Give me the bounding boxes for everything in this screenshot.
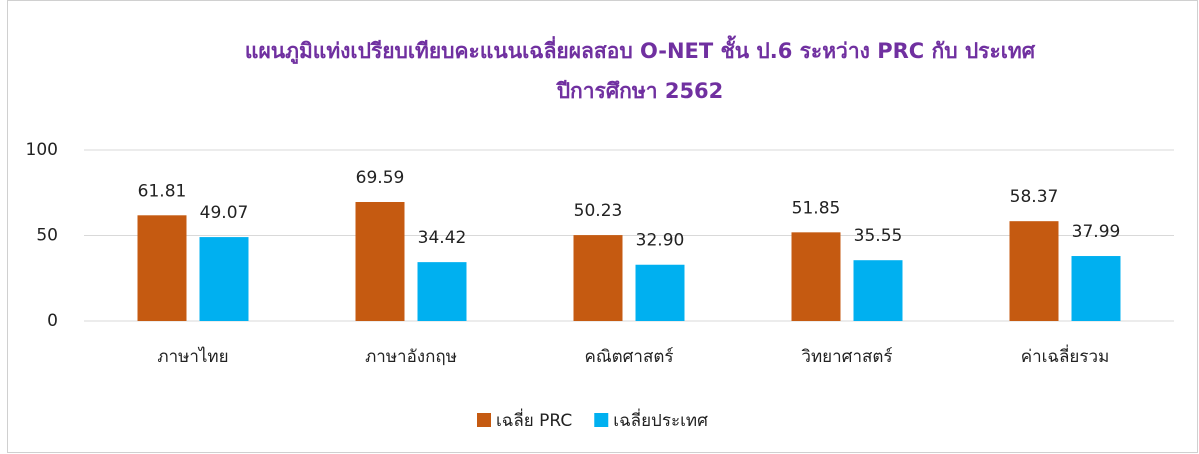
bar (573, 235, 623, 321)
data-label: 35.55 (854, 226, 903, 246)
x-tick-label: ภาษาไทย (157, 346, 228, 367)
data-label: 58.37 (1010, 187, 1059, 207)
data-label: 61.81 (138, 181, 187, 201)
x-tick-label: คณิตศาสตร์ (584, 347, 673, 367)
bar (791, 232, 841, 321)
data-label: 37.99 (1072, 222, 1121, 242)
bar (355, 202, 405, 321)
x-tick-label: ภาษาอังกฤษ (365, 347, 457, 367)
bar (417, 262, 467, 321)
x-tick-label: วิทยาศาสตร์ (801, 347, 893, 367)
x-tick-label: ค่าเฉลี่ยรวม (1021, 344, 1110, 367)
legend-label: เฉลี่ยประเทศ (613, 408, 708, 431)
data-label: 50.23 (574, 201, 623, 221)
data-label: 34.42 (418, 228, 467, 248)
data-label: 69.59 (356, 168, 405, 188)
bar (635, 264, 685, 321)
data-label: 51.85 (792, 198, 841, 218)
bar (853, 260, 903, 321)
y-tick-label: 50 (36, 226, 58, 246)
chart-title: แผนภูมิแท่งเปรียบเทียบคะแนนเฉลี่ยผลสอบ O… (245, 35, 1036, 65)
y-tick-label: 0 (47, 311, 58, 331)
bar (199, 237, 249, 321)
legend-swatch (594, 413, 609, 427)
data-label: 49.07 (200, 203, 249, 223)
data-label: 32.90 (636, 231, 685, 251)
bar (1009, 221, 1059, 321)
legend-swatch (477, 413, 491, 427)
y-tick-label: 100 (26, 140, 58, 160)
bar (137, 215, 187, 321)
bar (1071, 256, 1121, 321)
chart-title: ปีการศึกษา 2562 (555, 79, 723, 103)
chart-border (7, 0, 1198, 453)
legend-label: เฉลี่ย PRC (496, 408, 572, 431)
